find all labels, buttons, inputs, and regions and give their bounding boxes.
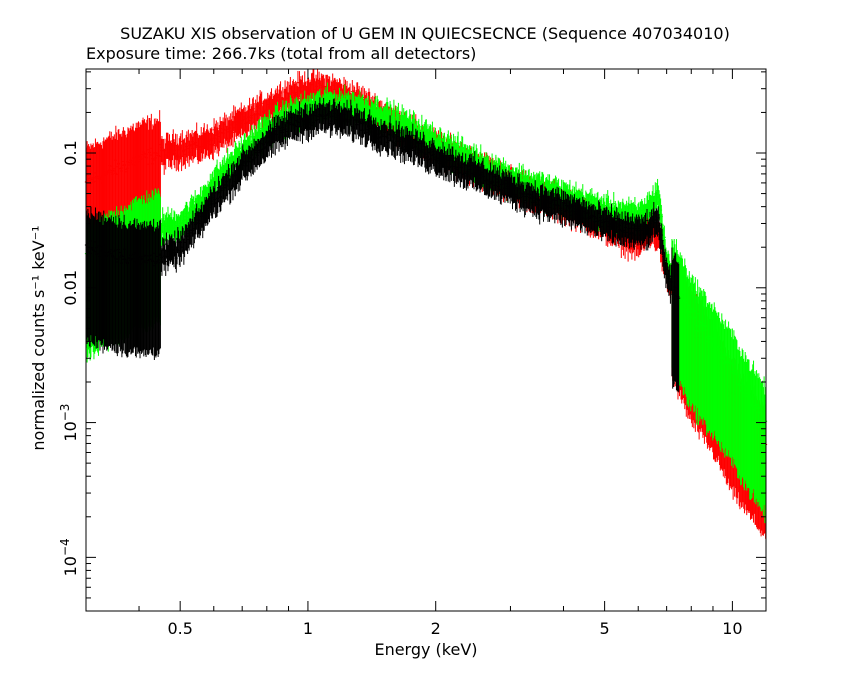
x-axis-label: Energy (keV)	[374, 640, 477, 659]
chart-title: SUZAKU XIS observation of U GEM IN QUIEC…	[120, 24, 730, 43]
chart-subtitle: Exposure time: 266.7ks (total from all d…	[86, 44, 476, 63]
y-axis-label: normalized counts s⁻¹ keV⁻¹	[29, 225, 48, 450]
series-2	[84, 97, 681, 393]
data-layer	[84, 69, 768, 539]
